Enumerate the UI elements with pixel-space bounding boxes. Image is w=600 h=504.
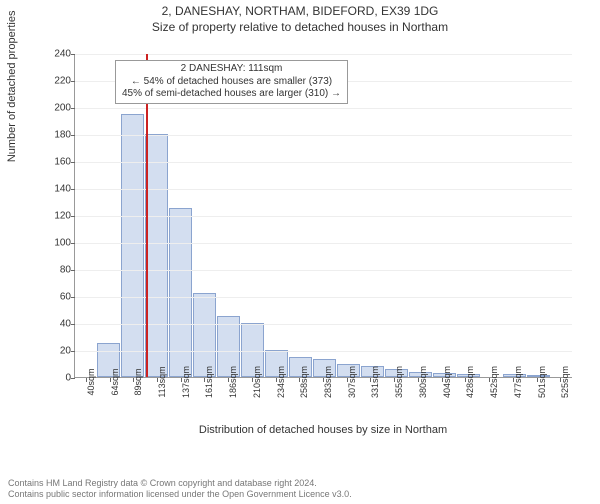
- grid-line: [75, 297, 572, 298]
- x-tick: 452sqm: [477, 380, 501, 428]
- y-tick-mark: [71, 297, 75, 298]
- grid-line: [75, 216, 572, 217]
- x-tick: 258sqm: [287, 380, 311, 428]
- x-tick-label: 283sqm: [323, 366, 333, 398]
- page-title: 2, DANESHAY, NORTHAM, BIDEFORD, EX39 1DG: [0, 4, 600, 18]
- y-tick-label: 140: [47, 184, 71, 195]
- y-tick-mark: [71, 81, 75, 82]
- x-tick-label: 380sqm: [418, 366, 428, 398]
- grid-line: [75, 108, 572, 109]
- y-tick-mark: [71, 108, 75, 109]
- y-tick-label: 200: [47, 103, 71, 114]
- x-tick: 137sqm: [169, 380, 193, 428]
- x-tick: 64sqm: [98, 380, 122, 428]
- y-tick-label: 0: [47, 373, 71, 384]
- chart-container: Number of detached properties 0204060801…: [50, 48, 580, 428]
- y-tick-label: 160: [47, 157, 71, 168]
- y-axis-label: Number of detached properties: [6, 11, 18, 163]
- footer-attribution: Contains HM Land Registry data © Crown c…: [8, 478, 352, 500]
- y-tick-label: 60: [47, 292, 71, 303]
- x-tick: 89sqm: [121, 380, 145, 428]
- x-tick: 355sqm: [382, 380, 406, 428]
- x-tick: 501sqm: [525, 380, 549, 428]
- x-tick-label: 64sqm: [110, 368, 120, 395]
- x-tick: 113sqm: [145, 380, 169, 428]
- y-tick-label: 40: [47, 319, 71, 330]
- y-tick-label: 20: [47, 346, 71, 357]
- y-tick-mark: [71, 270, 75, 271]
- x-tick: 331sqm: [359, 380, 383, 428]
- y-tick-mark: [71, 378, 75, 379]
- histogram-bar: [121, 114, 144, 377]
- grid-line: [75, 162, 572, 163]
- y-tick-label: 100: [47, 238, 71, 249]
- y-tick-label: 220: [47, 76, 71, 87]
- x-tick: 161sqm: [193, 380, 217, 428]
- x-tick-label: 113sqm: [157, 366, 167, 397]
- x-tick-label: 186sqm: [228, 366, 238, 398]
- x-tick-label: 331sqm: [370, 366, 380, 398]
- footer-line2: Contains public sector information licen…: [8, 489, 352, 500]
- x-tick-label: 452sqm: [489, 366, 499, 398]
- x-tick: 404sqm: [430, 380, 454, 428]
- annotation-line1: 2 DANESHAY: 111sqm: [122, 63, 341, 76]
- y-tick-mark: [71, 243, 75, 244]
- y-tick-mark: [71, 54, 75, 55]
- y-tick-label: 80: [47, 265, 71, 276]
- footer-line1: Contains HM Land Registry data © Crown c…: [8, 478, 352, 489]
- x-tick: 234sqm: [264, 380, 288, 428]
- plot-area: 020406080100120140160180200220240 2 DANE…: [74, 54, 572, 378]
- histogram-bar: [145, 134, 168, 377]
- x-tick-label: 258sqm: [299, 366, 309, 398]
- annotation-box: 2 DANESHAY: 111sqm ← 54% of detached hou…: [115, 60, 348, 104]
- x-tick-label: 40sqm: [86, 368, 96, 395]
- x-tick-label: 477sqm: [513, 366, 523, 398]
- x-tick: 380sqm: [406, 380, 430, 428]
- x-axis-label: Distribution of detached houses by size …: [74, 424, 572, 436]
- x-tick: 525sqm: [548, 380, 572, 428]
- x-tick-label: 525sqm: [560, 366, 570, 398]
- y-tick-label: 240: [47, 49, 71, 60]
- x-tick: 40sqm: [74, 380, 98, 428]
- y-tick-mark: [71, 189, 75, 190]
- y-tick-label: 180: [47, 130, 71, 141]
- y-tick-label: 120: [47, 211, 71, 222]
- x-tick-label: 234sqm: [276, 366, 286, 398]
- x-tick-row: 40sqm64sqm89sqm113sqm137sqm161sqm186sqm2…: [74, 380, 572, 428]
- x-tick-label: 210sqm: [252, 366, 262, 398]
- x-tick-label: 161sqm: [204, 366, 214, 398]
- x-tick-label: 404sqm: [442, 366, 452, 398]
- x-tick: 283sqm: [311, 380, 335, 428]
- grid-line: [75, 351, 572, 352]
- x-tick-label: 89sqm: [133, 368, 143, 395]
- x-tick: 210sqm: [240, 380, 264, 428]
- y-tick-mark: [71, 324, 75, 325]
- annotation-line3: 45% of semi-detached houses are larger (…: [122, 88, 341, 101]
- x-tick-label: 428sqm: [465, 366, 475, 398]
- y-tick-mark: [71, 216, 75, 217]
- x-tick-label: 137sqm: [181, 366, 191, 398]
- x-tick-label: 501sqm: [537, 366, 547, 398]
- grid-line: [75, 324, 572, 325]
- grid-line: [75, 54, 572, 55]
- grid-line: [75, 189, 572, 190]
- x-tick: 477sqm: [501, 380, 525, 428]
- grid-line: [75, 270, 572, 271]
- page-subtitle: Size of property relative to detached ho…: [0, 20, 600, 34]
- y-tick-mark: [71, 162, 75, 163]
- y-tick-mark: [71, 135, 75, 136]
- x-tick: 186sqm: [216, 380, 240, 428]
- x-tick: 428sqm: [454, 380, 478, 428]
- grid-line: [75, 243, 572, 244]
- x-tick: 307sqm: [335, 380, 359, 428]
- y-tick-mark: [71, 351, 75, 352]
- annotation-line2: ← 54% of detached houses are smaller (37…: [122, 76, 341, 89]
- histogram-bar: [193, 293, 216, 377]
- x-tick-label: 307sqm: [347, 366, 357, 398]
- grid-line: [75, 135, 572, 136]
- x-tick-label: 355sqm: [394, 366, 404, 398]
